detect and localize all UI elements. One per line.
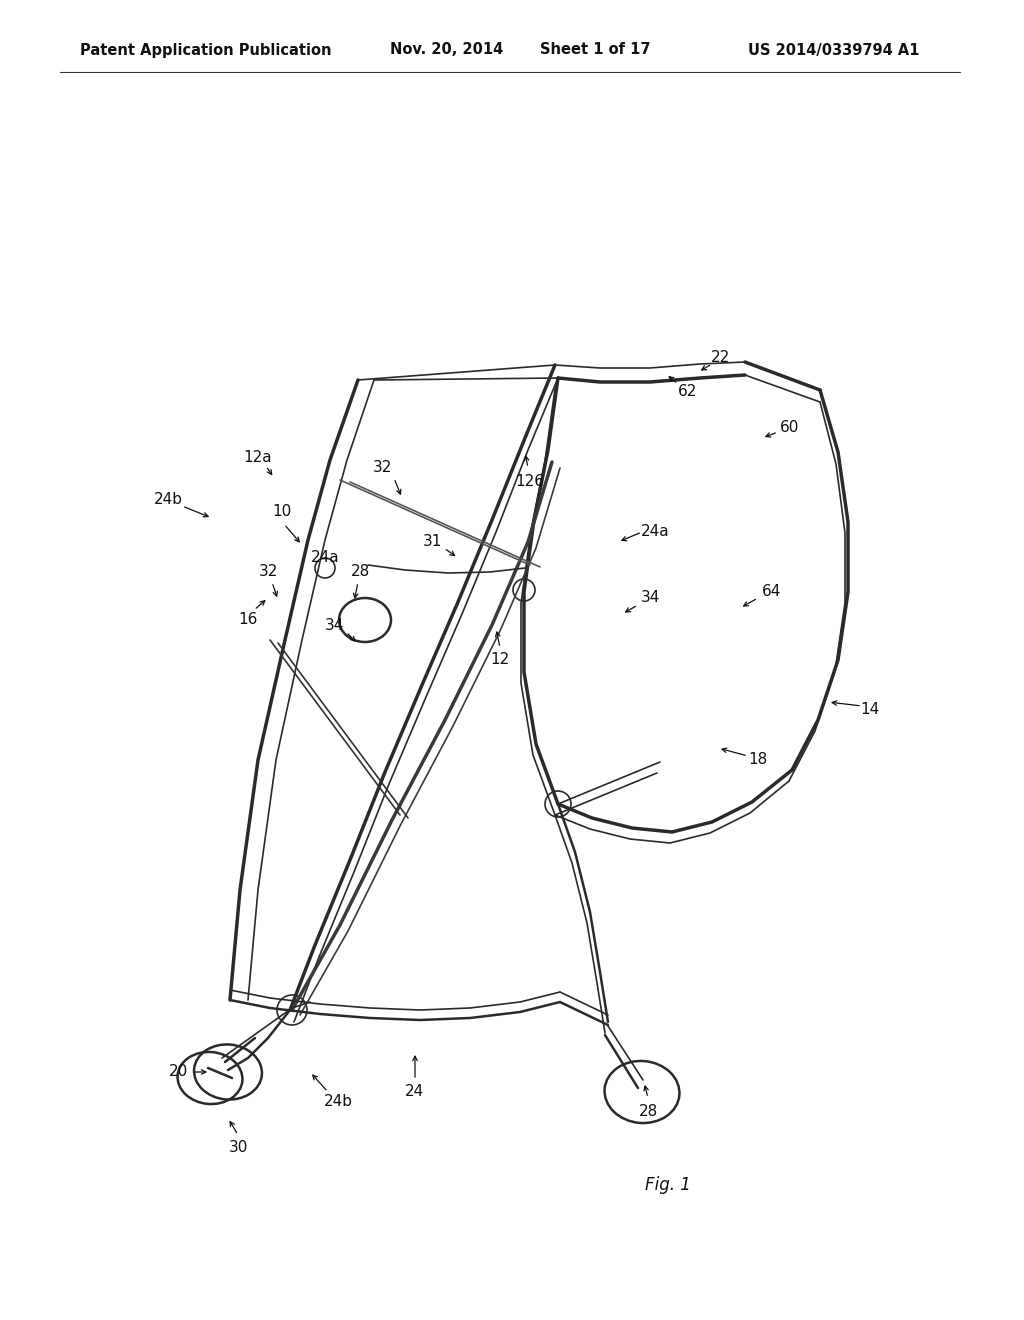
- Text: 16: 16: [239, 612, 258, 627]
- Text: 32: 32: [373, 461, 392, 475]
- Text: 18: 18: [749, 752, 768, 767]
- Text: 24a: 24a: [641, 524, 670, 540]
- Text: 24a: 24a: [310, 550, 339, 565]
- Text: 10: 10: [272, 504, 292, 520]
- Text: 28: 28: [638, 1105, 657, 1119]
- Text: 31: 31: [422, 535, 441, 549]
- Text: 20: 20: [168, 1064, 187, 1080]
- Text: 64: 64: [762, 585, 781, 599]
- Text: Sheet 1 of 17: Sheet 1 of 17: [540, 42, 650, 58]
- Text: 62: 62: [678, 384, 697, 400]
- Text: 126: 126: [515, 474, 545, 490]
- Text: Patent Application Publication: Patent Application Publication: [80, 42, 332, 58]
- Text: 28: 28: [350, 565, 370, 579]
- Text: US 2014/0339794 A1: US 2014/0339794 A1: [748, 42, 920, 58]
- Text: 12: 12: [490, 652, 510, 668]
- Text: 34: 34: [640, 590, 659, 606]
- Text: 24b: 24b: [324, 1094, 352, 1110]
- Text: 14: 14: [860, 702, 880, 718]
- Text: 32: 32: [258, 565, 278, 579]
- Text: Nov. 20, 2014: Nov. 20, 2014: [390, 42, 503, 58]
- Text: 60: 60: [780, 421, 800, 436]
- Text: 22: 22: [711, 351, 730, 366]
- Text: 30: 30: [228, 1140, 248, 1155]
- Text: 12a: 12a: [244, 450, 272, 466]
- Text: 24: 24: [406, 1085, 425, 1100]
- Text: 24b: 24b: [154, 492, 182, 507]
- Text: 34: 34: [326, 618, 345, 632]
- Text: Fig. 1: Fig. 1: [645, 1176, 691, 1195]
